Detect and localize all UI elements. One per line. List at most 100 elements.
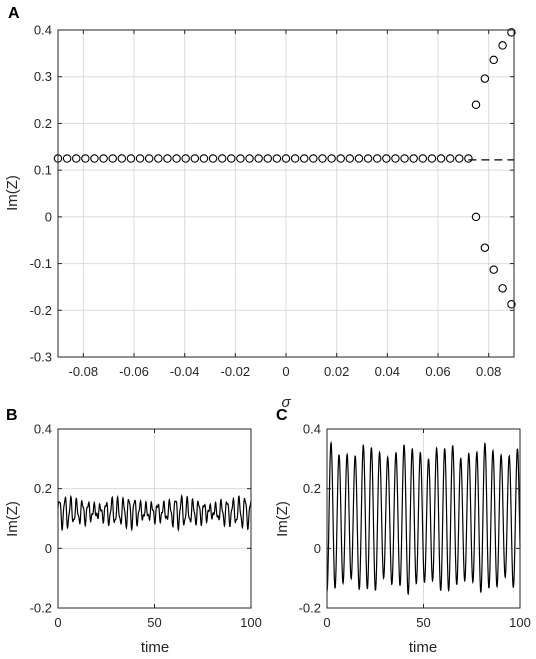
flat-branch-point <box>445 154 455 163</box>
upper-branch-point <box>489 55 498 65</box>
panel-a-marks <box>53 28 516 309</box>
panel-b-ytick-label: 0.2 <box>34 481 52 496</box>
panel-c-marks <box>326 440 521 596</box>
lower-branch-point <box>498 284 507 293</box>
panel-c-xtick-label: 0 <box>323 615 330 630</box>
panel-a-xlabel: σ <box>281 394 291 411</box>
flat-branch-point <box>245 154 254 163</box>
flat-branch-point <box>372 154 382 163</box>
flat-branch-point <box>400 154 409 163</box>
upper-branch-point <box>480 74 490 83</box>
panel-c-ytick-label: 0 <box>314 541 321 556</box>
panel-a-xtick-label: 0.08 <box>476 364 501 379</box>
flat-branch-point <box>436 154 446 163</box>
panel-a-ytick-label: 0 <box>45 209 52 224</box>
flat-branch-point <box>281 154 291 163</box>
flat-branch-point <box>81 154 90 163</box>
panel-a-xtick-label: 0.06 <box>425 364 450 379</box>
flat-branch-point <box>290 154 300 163</box>
panel-c-xtick-label: 50 <box>416 615 430 630</box>
panel-a-ytick-label: -0.1 <box>30 256 52 271</box>
flat-branch-point <box>336 154 345 163</box>
panel-b-xtick-label: 0 <box>54 615 61 630</box>
panel-c-ytick-label: -0.2 <box>299 601 321 616</box>
lower-branch-point <box>489 265 498 274</box>
flat-branch-point <box>154 154 163 163</box>
panel-a-ytick-label: 0.1 <box>34 163 52 178</box>
panel-label-a: A <box>8 5 20 22</box>
panel-b-signal-line <box>57 493 252 533</box>
panel-b-ytick-label: 0 <box>45 541 52 556</box>
flat-branch-point <box>227 154 236 163</box>
flat-branch-point <box>108 154 117 163</box>
flat-branch-point <box>327 154 336 163</box>
panel-b: B 0 50 100-0.200.20.4 Im(Z) time <box>4 407 262 656</box>
flat-branch-point <box>418 154 428 163</box>
panel-a: A -0.08 -0.06 -0.04 -0.02 0 0.02 0.04 0.06 0.08 -… <box>4 5 516 411</box>
flat-branch-point <box>455 154 464 163</box>
flat-branch-point <box>62 154 72 163</box>
flat-branch-point <box>254 154 263 163</box>
panel-c-ytick-label: 0.4 <box>303 422 321 437</box>
flat-branch-point <box>354 154 364 163</box>
flat-branch-point <box>409 154 418 163</box>
panel-a-xtick-label: -0.02 <box>221 364 251 379</box>
panel-a-xtick-label: 0.04 <box>375 364 400 379</box>
flat-branch-point <box>208 154 218 163</box>
flat-branch-point <box>144 154 154 163</box>
flat-branch-point <box>71 154 81 163</box>
flat-branch-point <box>172 154 181 163</box>
panel-a-xtick-label: -0.06 <box>119 364 149 379</box>
flat-branch-point <box>199 154 209 163</box>
panel-label-b: B <box>6 407 18 424</box>
panel-a-ytick-label: -0.2 <box>30 303 52 318</box>
panel-a-ytick-label: 0.3 <box>34 69 52 84</box>
flat-branch-point <box>217 154 227 163</box>
panel-c-signal-line <box>326 440 521 596</box>
panel-b-ytick-label: -0.2 <box>30 601 52 616</box>
upper-branch-point <box>507 28 516 37</box>
flat-branch-point <box>427 154 437 163</box>
panel-b-xlabel: time <box>141 639 169 656</box>
panel-c: C 0 50 100-0.200.20.4 Im(Z) time <box>274 407 531 656</box>
flat-branch-point <box>263 154 273 163</box>
flat-branch-point <box>391 154 400 163</box>
lower-branch-point <box>471 212 481 222</box>
flat-branch-point <box>345 154 355 163</box>
panel-label-c: C <box>276 407 288 424</box>
flat-branch-point <box>90 154 99 163</box>
panel-a-xtick-label: -0.08 <box>69 364 99 379</box>
flat-branch-point <box>363 154 373 163</box>
flat-branch-point <box>181 154 190 163</box>
panel-a-ytick-label: -0.3 <box>30 350 52 365</box>
panel-a-ytick-label: 0.2 <box>34 116 52 131</box>
flat-branch-point <box>318 154 327 163</box>
panel-a-ylabel: Im(Z) <box>4 175 21 211</box>
flat-branch-point <box>309 154 318 163</box>
flat-branch-point <box>190 154 200 163</box>
panel-c-xtick-label: 100 <box>509 615 531 630</box>
panel-b-xtick-label: 50 <box>147 615 161 630</box>
lower-branch-point <box>480 243 490 252</box>
flat-branch-point <box>163 154 172 163</box>
panel-c-xlabel: time <box>409 639 437 656</box>
panel-c-ytick-label: 0.2 <box>303 481 321 496</box>
panel-a-xtick-label: 0.02 <box>324 364 349 379</box>
panel-c-ticks: 0 50 100-0.200.20.4 <box>299 422 531 631</box>
flat-branch-point <box>299 154 309 163</box>
flat-branch-point <box>236 154 245 163</box>
panel-a-xtick-label: -0.04 <box>170 364 200 379</box>
lower-branch-point <box>507 299 516 309</box>
flat-branch-point <box>135 154 145 163</box>
upper-branch-point <box>471 100 481 109</box>
flat-branch-point <box>117 154 127 163</box>
panel-b-xtick-label: 100 <box>240 615 262 630</box>
flat-branch-point <box>272 154 282 163</box>
flat-branch-point <box>464 154 473 163</box>
flat-branch-point <box>382 154 391 163</box>
panel-b-ticks: 0 50 100-0.200.20.4 <box>30 422 262 631</box>
panel-a-grid <box>58 29 514 358</box>
panel-a-ytick-label: 0.4 <box>34 23 52 38</box>
upper-branch-point <box>498 41 507 50</box>
